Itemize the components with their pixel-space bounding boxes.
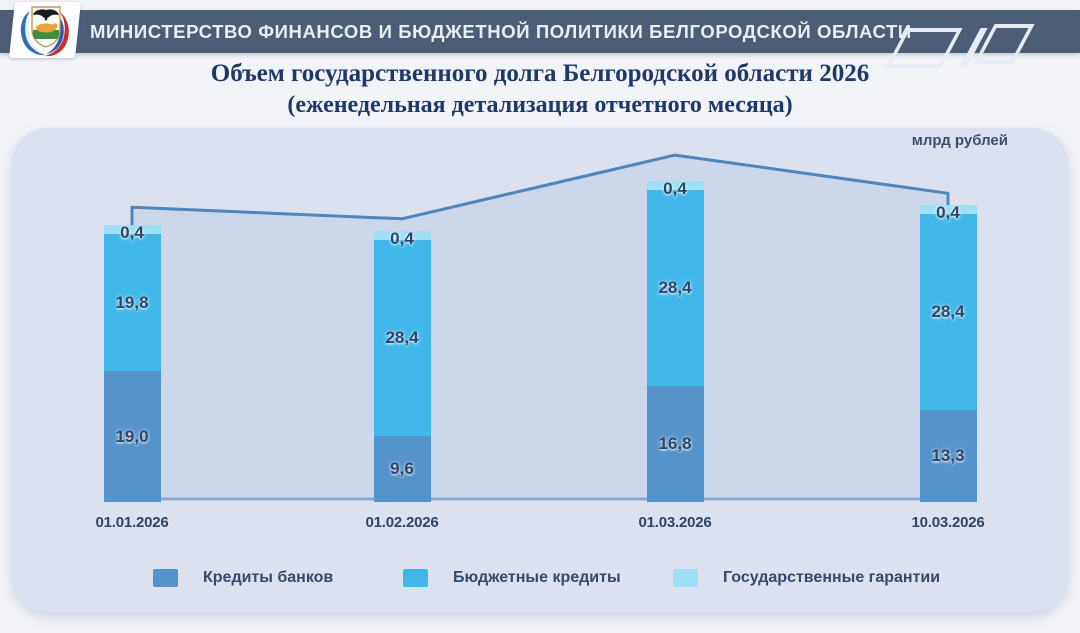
legend-swatch-icon	[673, 569, 698, 587]
legend-label: Бюджетные кредиты	[453, 569, 621, 586]
x-axis-label-2: 01.02.2026	[365, 514, 439, 531]
header-bar: МИНИСТЕРСТВО ФИНАНСОВ И БЮДЖЕТНОЙ ПОЛИТИ…	[0, 10, 1080, 68]
total-line	[130, 153, 950, 226]
bar-1-bank-credits	[103, 370, 161, 502]
legend-label: Кредиты банков	[203, 569, 334, 586]
bar-4-budget-credits	[919, 214, 977, 411]
unit-label: млрд рублей	[911, 132, 1008, 149]
page-title-line2: (еженедельная детализация отчетного меся…	[287, 92, 793, 118]
legend-swatch-icon	[403, 569, 428, 587]
bar-1-guarantees	[103, 225, 161, 235]
total-area-fill	[132, 155, 948, 499]
bar-4-guarantees	[919, 205, 977, 215]
chart-panel: млрд рублей 0,4 19,8 19,0 0,4 28,4 9,6 0,4 28,4…	[12, 128, 1068, 612]
bar-3-budget-credits	[646, 190, 704, 387]
bar-1-budget-credits	[103, 234, 161, 371]
page-title: Объем государственного долга Белгородско…	[0, 57, 1080, 121]
legend-swatch-icon	[153, 569, 178, 587]
page-title-line1: Объем государственного долга Белгородско…	[210, 60, 870, 87]
belgorod-coat-of-arms-icon	[20, 6, 69, 57]
bar-2-bank-credits	[373, 435, 431, 502]
bar-3-bank-credits	[646, 386, 704, 502]
legend-label: Государственные гарантии	[723, 569, 941, 586]
x-axis-label-3: 01.03.2026	[638, 514, 712, 531]
bar-2-guarantees	[373, 230, 431, 240]
bar-4-bank-credits	[919, 410, 977, 502]
ministry-title: МИНИСТЕРСТВО ФИНАНСОВ И БЮДЖЕТНОЙ ПОЛИТИ…	[90, 20, 912, 42]
x-axis-label-4: 10.03.2026	[911, 514, 985, 531]
bar-3-guarantees	[646, 181, 704, 191]
total-debt-line-chart	[130, 153, 950, 501]
x-axis-label-1: 01.01.2026	[95, 514, 169, 531]
bar-2-budget-credits	[373, 239, 431, 436]
